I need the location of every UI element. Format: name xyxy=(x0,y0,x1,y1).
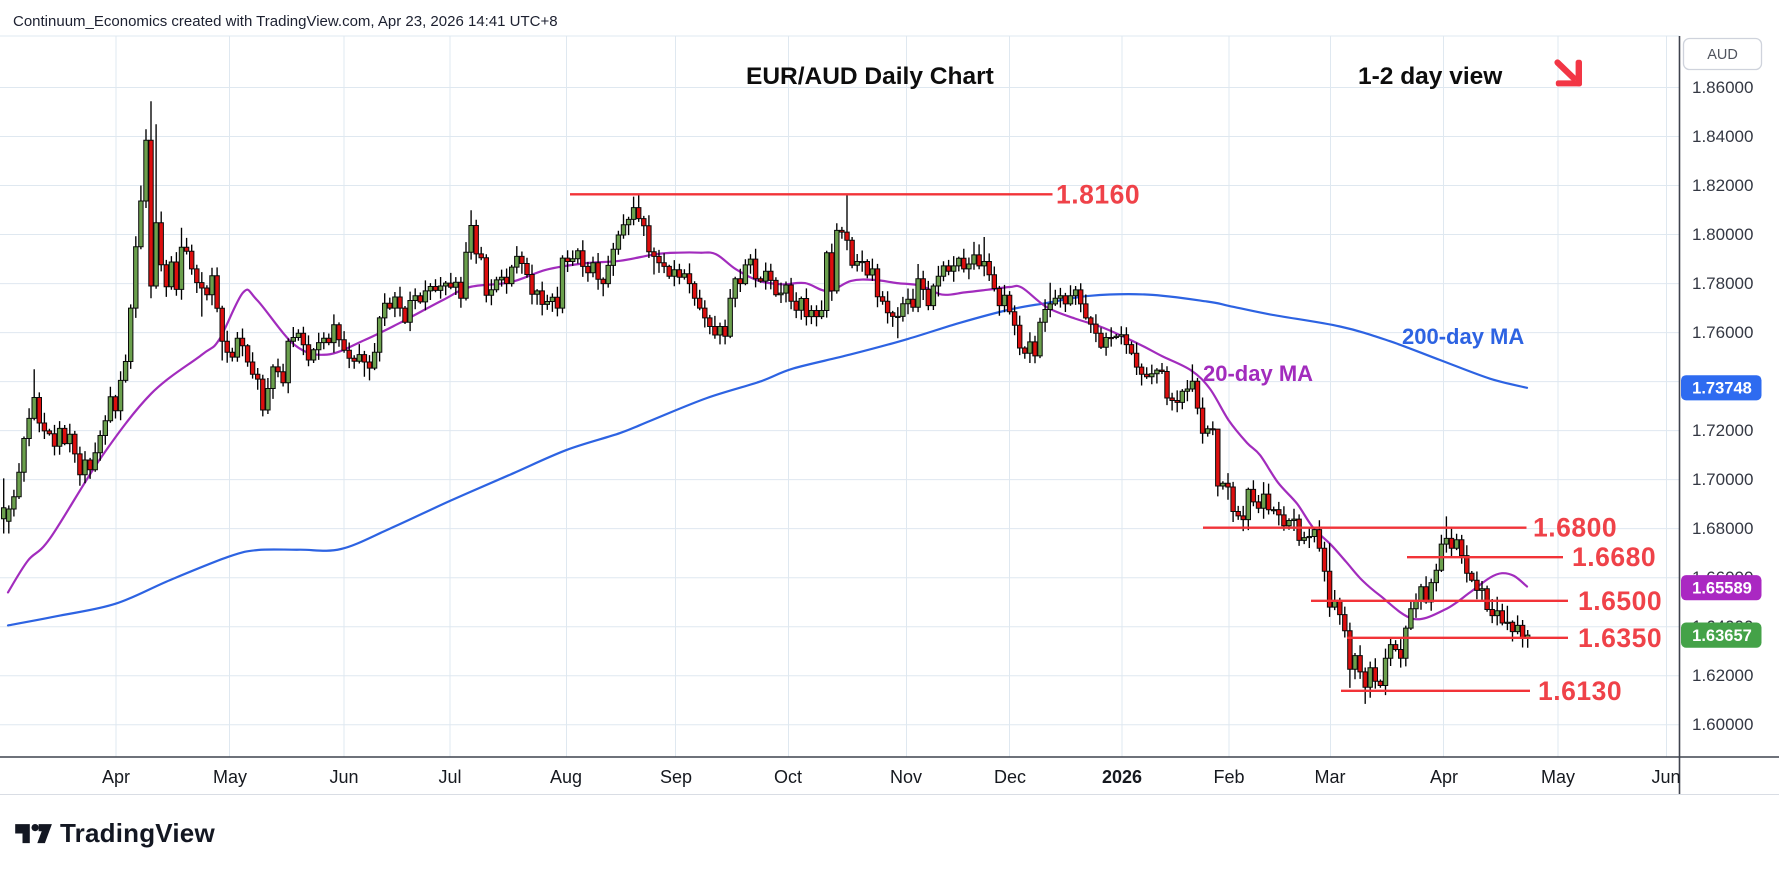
svg-text:Apr: Apr xyxy=(1430,767,1458,787)
svg-text:1.72000: 1.72000 xyxy=(1692,421,1753,440)
svg-text:1.6680: 1.6680 xyxy=(1572,542,1656,572)
svg-text:1.63657: 1.63657 xyxy=(1692,627,1752,645)
svg-text:EUR/AUD Daily Chart: EUR/AUD Daily Chart xyxy=(746,63,994,90)
svg-text:Nov: Nov xyxy=(890,767,922,787)
svg-text:1.70000: 1.70000 xyxy=(1692,470,1753,489)
svg-text:1-2 day view: 1-2 day view xyxy=(1358,63,1503,90)
svg-text:1.82000: 1.82000 xyxy=(1692,176,1753,195)
svg-text:1.84000: 1.84000 xyxy=(1692,127,1753,146)
svg-text:Apr: Apr xyxy=(102,767,130,787)
svg-text:1.8160: 1.8160 xyxy=(1056,179,1140,209)
svg-text:200-day MA: 200-day MA xyxy=(1402,324,1524,349)
svg-text:2026: 2026 xyxy=(1102,767,1142,787)
svg-text:Feb: Feb xyxy=(1213,767,1244,787)
svg-text:1.6500: 1.6500 xyxy=(1578,586,1662,616)
svg-text:1.68000: 1.68000 xyxy=(1692,519,1753,538)
svg-text:Oct: Oct xyxy=(774,767,802,787)
svg-text:AUD: AUD xyxy=(1707,47,1738,63)
svg-text:1.73748: 1.73748 xyxy=(1692,380,1752,398)
svg-text:20-day MA: 20-day MA xyxy=(1203,361,1313,386)
svg-text:Dec: Dec xyxy=(994,767,1026,787)
svg-text:Mar: Mar xyxy=(1315,767,1346,787)
svg-text:TradingView: TradingView xyxy=(60,818,215,848)
svg-text:1.86000: 1.86000 xyxy=(1692,78,1753,97)
svg-text:May: May xyxy=(1541,767,1575,787)
svg-text:1.6130: 1.6130 xyxy=(1538,676,1622,706)
svg-text:Jun: Jun xyxy=(1651,767,1680,787)
svg-text:1.62000: 1.62000 xyxy=(1692,666,1753,685)
svg-text:1.80000: 1.80000 xyxy=(1692,225,1753,244)
svg-text:Continuum_Economics created wi: Continuum_Economics created with Trading… xyxy=(13,13,558,30)
svg-text:1.6800: 1.6800 xyxy=(1533,513,1617,543)
svg-text:1.60000: 1.60000 xyxy=(1692,715,1753,734)
svg-text:Aug: Aug xyxy=(550,767,582,787)
svg-text:1.6350: 1.6350 xyxy=(1578,623,1662,653)
svg-text:Jun: Jun xyxy=(329,767,358,787)
svg-text:1.78000: 1.78000 xyxy=(1692,274,1753,293)
svg-text:May: May xyxy=(213,767,247,787)
svg-text:Sep: Sep xyxy=(660,767,692,787)
svg-text:1.65589: 1.65589 xyxy=(1692,580,1752,598)
svg-text:Jul: Jul xyxy=(438,767,461,787)
svg-text:1.76000: 1.76000 xyxy=(1692,323,1753,342)
